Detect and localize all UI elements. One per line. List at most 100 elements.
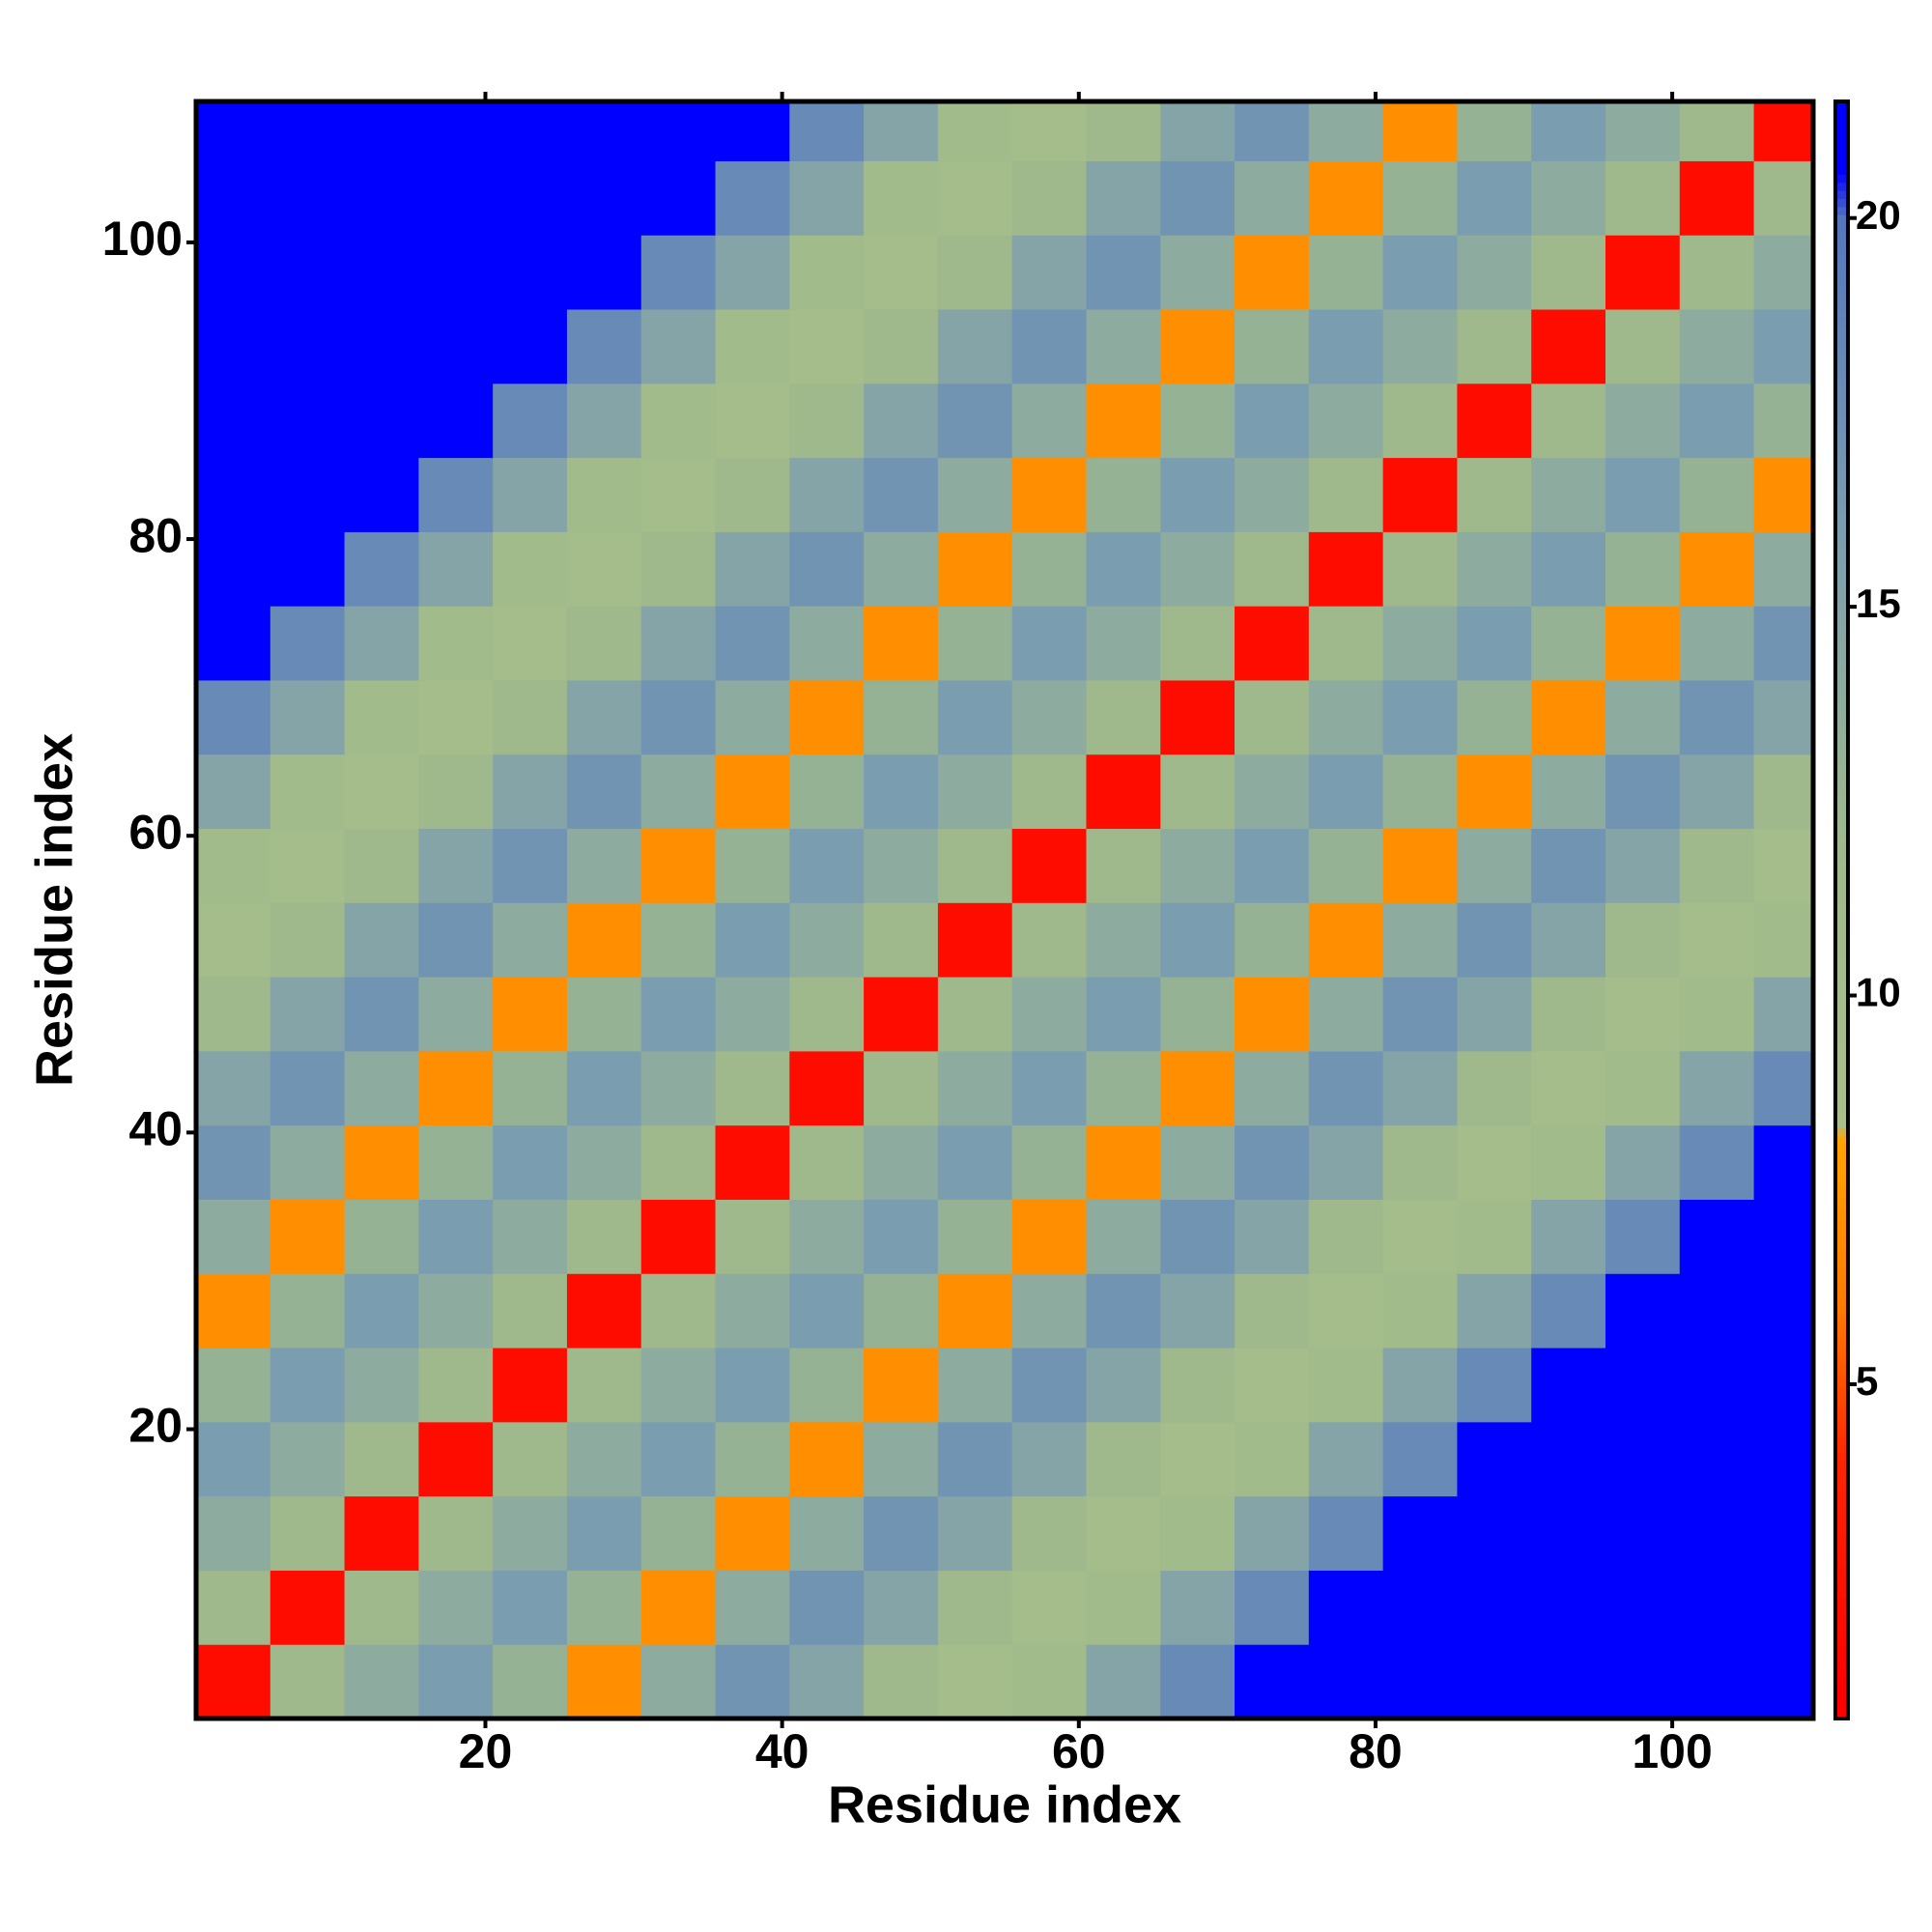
heatmap-cell [566,235,642,310]
heatmap-cell [270,1050,346,1126]
x-tick-label: 20 [459,1724,513,1778]
heatmap-cell [1308,235,1384,310]
heatmap-cell [344,457,419,532]
heatmap-cell [640,1050,717,1126]
colorbar-segment [1835,1605,1848,1614]
heatmap-cell [1679,1348,1755,1423]
heatmap-cell [1753,828,1813,903]
heatmap-cell [1753,1050,1813,1126]
heatmap-cell [1457,828,1532,903]
heatmap-cell [937,1273,1013,1349]
colorbar-segment [1835,1702,1848,1712]
heatmap-cell [864,1199,939,1274]
colorbar-segment [1835,319,1848,328]
heatmap-cell [1235,679,1310,755]
colorbar-segment [1835,255,1848,264]
heatmap-cell [1160,902,1236,978]
heatmap-cell [1457,1348,1532,1423]
heatmap-cell [1531,1495,1606,1571]
colorbar-segment [1835,1184,1848,1194]
heatmap-cell [566,160,642,236]
heatmap-cell [1679,531,1755,607]
heatmap-cell [1011,457,1087,532]
colorbar-segment [1835,522,1848,531]
colorbar-segment [1835,1031,1848,1040]
heatmap-cell [196,1273,271,1349]
heatmap-cell [1160,235,1236,310]
heatmap-cell [493,1050,568,1126]
heatmap-cell [1382,1570,1458,1645]
heatmap-cell [566,1421,642,1497]
colorbar-segment [1835,740,1848,750]
heatmap-cell [1605,679,1681,755]
heatmap-cell [1382,1421,1458,1497]
heatmap-cell [344,1570,419,1645]
heatmap-cell [418,531,494,607]
heatmap-cell [1605,1644,1681,1719]
colorbar-segment [1835,1548,1848,1558]
heatmap-cell [1605,383,1681,459]
heatmap-cell [1382,1050,1458,1126]
heatmap-cell [715,457,790,532]
colorbar-segment [1835,448,1848,458]
heatmap-cell [566,1348,642,1423]
heatmap-cell [640,1570,717,1645]
colorbar-segment [1835,683,1848,693]
colorbar-segment [1835,1257,1848,1266]
heatmap-cell [1457,160,1532,236]
colorbar-segment [1835,1500,1848,1509]
colorbar-tick-label: 10 [1856,970,1901,1015]
heatmap-cell [640,160,717,236]
heatmap-cell [1605,160,1681,236]
heatmap-cell [1753,383,1813,459]
heatmap-cell [1457,531,1532,607]
heatmap-cell [344,606,419,681]
colorbar-segment [1835,513,1848,523]
heatmap-cell [640,606,717,681]
heatmap-cell [418,606,494,681]
colorbar-segment [1835,368,1848,378]
heatmap-cell [1235,753,1310,830]
heatmap-cell [1308,606,1384,681]
heatmap-cell [1011,383,1087,459]
heatmap-cell [937,309,1013,384]
heatmap-cell [1753,457,1813,532]
heatmap-cell [1160,1050,1236,1126]
heatmap-cell [196,1495,271,1571]
heatmap-cell [566,383,642,459]
heatmap-cell [1086,1644,1161,1719]
colorbar-segment [1835,853,1848,863]
heatmap-cell [270,160,346,236]
heatmap-cell [640,679,717,755]
heatmap-cell [493,1421,568,1497]
heatmap-cell [418,235,494,310]
colorbar-segment [1835,901,1848,911]
heatmap-cell [566,753,642,830]
plot-frame [193,99,1816,1721]
heatmap-cell [566,828,642,903]
colorbar-segment [1835,667,1848,676]
heatmap-cell [1160,1421,1236,1497]
heatmap-cell [344,101,419,161]
heatmap-cell [715,1495,790,1571]
colorbar-segment [1835,651,1848,661]
colorbar-segment [1835,1564,1848,1574]
colorbar-segment [1835,1573,1848,1582]
colorbar-segment [1835,1136,1848,1146]
heatmap-cell [789,309,865,384]
heatmap-cell [640,457,717,532]
colorbar-segment [1835,1346,1848,1355]
colorbar-segment [1835,1403,1848,1412]
colorbar-segment [1835,692,1848,700]
heatmap-cell [640,309,717,384]
heatmap-cell [864,457,939,532]
heatmap-cell [1235,309,1310,384]
heatmap-cell [1457,977,1532,1052]
colorbar-segment [1835,1168,1848,1178]
heatmap-cell [1086,679,1161,755]
heatmap-cell [864,1273,939,1349]
heatmap-cell [789,160,865,236]
colorbar-segment [1835,1386,1848,1396]
heatmap-cell [715,1348,790,1423]
